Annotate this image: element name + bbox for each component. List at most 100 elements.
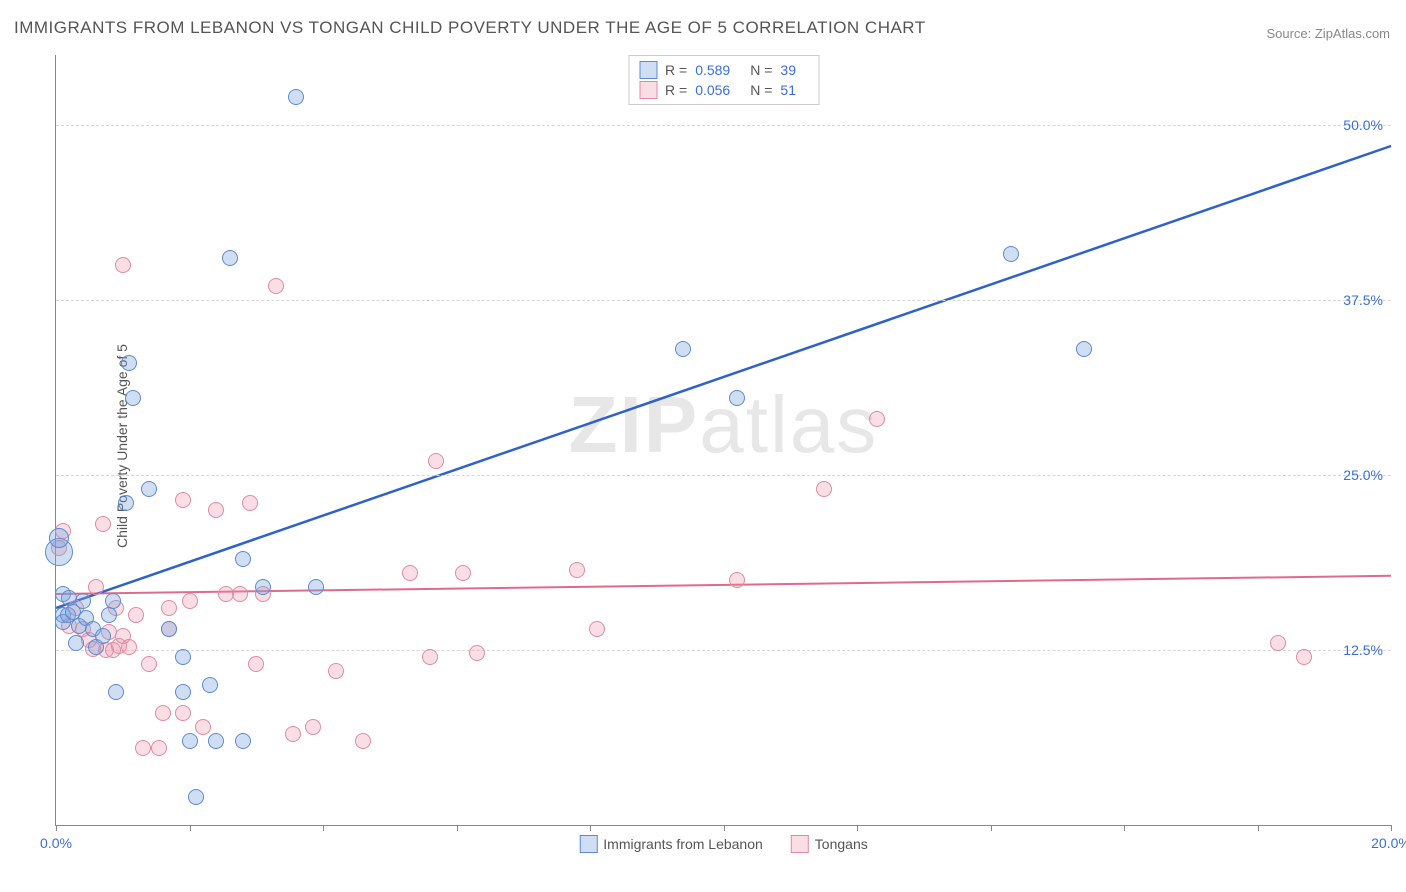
scatter-point-blue	[182, 733, 198, 749]
scatter-point-pink	[95, 516, 111, 532]
y-tick-label: 12.5%	[1343, 642, 1383, 658]
r-value: 0.589	[695, 62, 730, 78]
scatter-point-pink	[402, 565, 418, 581]
scatter-point-blue	[208, 733, 224, 749]
legend-swatch	[791, 835, 809, 853]
scatter-point-pink	[182, 593, 198, 609]
x-tick-label: 20.0%	[1371, 835, 1406, 851]
scatter-point-blue	[175, 684, 191, 700]
scatter-point-blue	[288, 89, 304, 105]
scatter-point-pink	[328, 663, 344, 679]
scatter-point-blue	[118, 495, 134, 511]
legend-swatch	[579, 835, 597, 853]
scatter-point-blue	[105, 593, 121, 609]
legend-series-name: Immigrants from Lebanon	[603, 836, 763, 852]
gridline-h	[56, 650, 1391, 651]
scatter-point-blue	[101, 607, 117, 623]
chart-title: IMMIGRANTS FROM LEBANON VS TONGAN CHILD …	[14, 18, 926, 38]
scatter-point-pink	[141, 656, 157, 672]
scatter-point-blue	[1076, 341, 1092, 357]
scatter-point-pink	[155, 705, 171, 721]
scatter-point-blue	[141, 481, 157, 497]
scatter-point-blue	[202, 677, 218, 693]
scatter-point-blue	[235, 733, 251, 749]
scatter-point-pink	[1296, 649, 1312, 665]
r-label: R =	[665, 82, 687, 98]
scatter-point-pink	[135, 740, 151, 756]
scatter-point-pink	[569, 562, 585, 578]
scatter-point-blue	[729, 390, 745, 406]
scatter-point-blue	[308, 579, 324, 595]
scatter-point-pink	[869, 411, 885, 427]
correlation-legend: R = 0.589 N = 39 R = 0.056 N = 51	[628, 55, 819, 105]
scatter-point-blue	[108, 684, 124, 700]
n-label: N =	[750, 62, 772, 78]
scatter-point-blue	[222, 250, 238, 266]
scatter-point-blue	[125, 390, 141, 406]
scatter-point-pink	[248, 656, 264, 672]
scatter-point-pink	[128, 607, 144, 623]
legend-stats-row: R = 0.589 N = 39	[639, 60, 808, 80]
scatter-point-pink	[208, 502, 224, 518]
series-legend: Immigrants from Lebanon Tongans	[579, 835, 867, 853]
scatter-point-blue	[49, 528, 69, 548]
legend-swatch	[639, 81, 657, 99]
r-value: 0.056	[695, 82, 730, 98]
scatter-point-blue	[675, 341, 691, 357]
scatter-point-pink	[1270, 635, 1286, 651]
scatter-point-blue	[255, 579, 271, 595]
n-label: N =	[750, 82, 772, 98]
scatter-point-blue	[75, 593, 91, 609]
y-tick-label: 50.0%	[1343, 117, 1383, 133]
scatter-point-pink	[121, 639, 137, 655]
legend-series-item: Immigrants from Lebanon	[579, 835, 763, 853]
scatter-point-blue	[95, 628, 111, 644]
scatter-plot-area: ZIPatlas R =0.589N =39R =0.056N =51 Immi…	[55, 55, 1391, 826]
scatter-point-pink	[355, 733, 371, 749]
scatter-point-blue	[121, 355, 137, 371]
scatter-point-blue	[188, 789, 204, 805]
x-tick-label: 0.0%	[40, 835, 72, 851]
n-value: 39	[780, 62, 796, 78]
x-tick	[1258, 825, 1259, 831]
legend-swatch	[639, 61, 657, 79]
scatter-point-pink	[469, 645, 485, 661]
scatter-point-pink	[816, 481, 832, 497]
gridline-h	[56, 125, 1391, 126]
scatter-point-pink	[422, 649, 438, 665]
scatter-point-pink	[175, 705, 191, 721]
scatter-point-pink	[115, 257, 131, 273]
regression-line-blue	[56, 146, 1391, 608]
x-tick	[323, 825, 324, 831]
x-tick	[1124, 825, 1125, 831]
scatter-point-pink	[88, 579, 104, 595]
scatter-point-pink	[232, 586, 248, 602]
gridline-h	[56, 300, 1391, 301]
scatter-point-pink	[455, 565, 471, 581]
scatter-point-pink	[428, 453, 444, 469]
scatter-point-blue	[1003, 246, 1019, 262]
scatter-point-pink	[195, 719, 211, 735]
legend-series-name: Tongans	[815, 836, 868, 852]
scatter-point-blue	[161, 621, 177, 637]
legend-series-item: Tongans	[791, 835, 868, 853]
scatter-point-pink	[161, 600, 177, 616]
x-tick	[590, 825, 591, 831]
x-tick	[724, 825, 725, 831]
x-tick	[991, 825, 992, 831]
y-tick-label: 37.5%	[1343, 292, 1383, 308]
scatter-point-pink	[305, 719, 321, 735]
legend-stats-row: R = 0.056 N = 51	[639, 80, 808, 100]
scatter-point-pink	[151, 740, 167, 756]
y-tick-label: 25.0%	[1343, 467, 1383, 483]
scatter-point-pink	[242, 495, 258, 511]
x-tick	[457, 825, 458, 831]
x-tick	[1391, 825, 1392, 831]
r-label: R =	[665, 62, 687, 78]
scatter-point-blue	[235, 551, 251, 567]
gridline-h	[56, 475, 1391, 476]
scatter-point-pink	[729, 572, 745, 588]
scatter-point-blue	[68, 635, 84, 651]
n-value: 51	[780, 82, 796, 98]
scatter-point-pink	[285, 726, 301, 742]
